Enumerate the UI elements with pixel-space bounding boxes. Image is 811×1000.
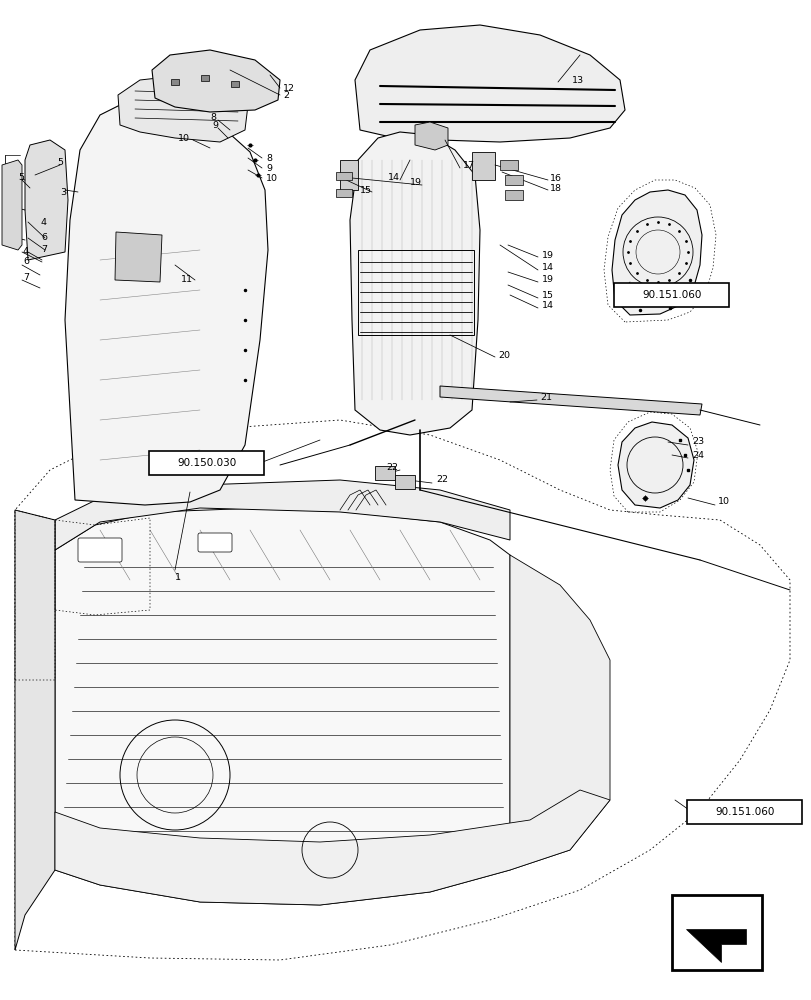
Bar	[500, 160, 517, 170]
Text: 1: 1	[175, 574, 181, 582]
Bar	[230, 81, 238, 87]
Polygon shape	[115, 232, 162, 282]
Polygon shape	[152, 50, 280, 112]
Text: 14: 14	[388, 173, 400, 182]
Text: 10: 10	[178, 134, 190, 143]
Text: 3: 3	[60, 188, 66, 197]
Text: 15: 15	[359, 186, 371, 195]
Text: 24: 24	[691, 452, 703, 460]
Text: 10: 10	[266, 174, 277, 183]
Bar	[504, 175, 522, 185]
Text: 17: 17	[462, 161, 474, 170]
Polygon shape	[414, 122, 448, 150]
Polygon shape	[65, 100, 268, 505]
Polygon shape	[340, 160, 358, 190]
Polygon shape	[55, 480, 509, 550]
Text: 19: 19	[541, 275, 553, 284]
Polygon shape	[350, 132, 479, 435]
Text: 23: 23	[691, 438, 703, 446]
Text: 9: 9	[266, 164, 272, 173]
Polygon shape	[55, 790, 609, 905]
Text: 19: 19	[541, 250, 553, 259]
Text: 22: 22	[385, 464, 397, 473]
Text: 18: 18	[549, 184, 561, 193]
Text: 5: 5	[18, 173, 24, 182]
Polygon shape	[55, 508, 509, 905]
Text: 6: 6	[23, 257, 29, 266]
Text: 90.151.060: 90.151.060	[642, 290, 701, 300]
Polygon shape	[611, 190, 702, 315]
Text: 10: 10	[717, 497, 729, 506]
Text: 21: 21	[539, 392, 551, 401]
Polygon shape	[354, 25, 624, 142]
Text: 8: 8	[210, 113, 216, 122]
Text: 8: 8	[266, 154, 272, 163]
Bar	[375, 466, 394, 480]
Polygon shape	[2, 160, 22, 250]
Polygon shape	[15, 510, 55, 950]
Text: 4: 4	[23, 247, 29, 256]
Text: 5: 5	[57, 158, 63, 167]
Text: 4: 4	[41, 218, 47, 227]
Text: 16: 16	[549, 174, 561, 183]
Text: 11: 11	[181, 275, 193, 284]
Text: 20: 20	[497, 351, 509, 360]
Text: 7: 7	[23, 272, 29, 282]
Polygon shape	[509, 555, 609, 870]
Text: 90.150.030: 90.150.030	[177, 458, 236, 468]
Bar	[336, 189, 351, 197]
Text: 22: 22	[436, 476, 448, 485]
Polygon shape	[118, 75, 247, 142]
Text: 12: 12	[283, 84, 294, 93]
Text: 14: 14	[541, 302, 553, 310]
FancyBboxPatch shape	[687, 800, 801, 824]
Text: 90.151.060: 90.151.060	[714, 807, 774, 817]
Bar	[171, 79, 178, 85]
Polygon shape	[617, 422, 693, 508]
Text: 7: 7	[41, 245, 47, 254]
Text: 9: 9	[212, 121, 217, 130]
Text: 15: 15	[541, 290, 553, 300]
Polygon shape	[440, 386, 702, 415]
Text: 6: 6	[41, 232, 47, 241]
Text: 13: 13	[571, 76, 583, 85]
Polygon shape	[684, 929, 744, 962]
FancyBboxPatch shape	[198, 533, 232, 552]
FancyBboxPatch shape	[149, 451, 264, 475]
Bar	[504, 190, 522, 200]
Bar	[201, 75, 208, 81]
Bar	[672, 895, 761, 970]
Bar	[336, 172, 351, 180]
FancyBboxPatch shape	[614, 283, 728, 307]
Text: 2: 2	[283, 91, 289, 100]
Text: 19: 19	[410, 178, 422, 187]
Polygon shape	[25, 140, 68, 260]
Text: 14: 14	[541, 263, 553, 272]
Polygon shape	[471, 152, 495, 180]
FancyBboxPatch shape	[78, 538, 122, 562]
Bar	[394, 475, 414, 489]
